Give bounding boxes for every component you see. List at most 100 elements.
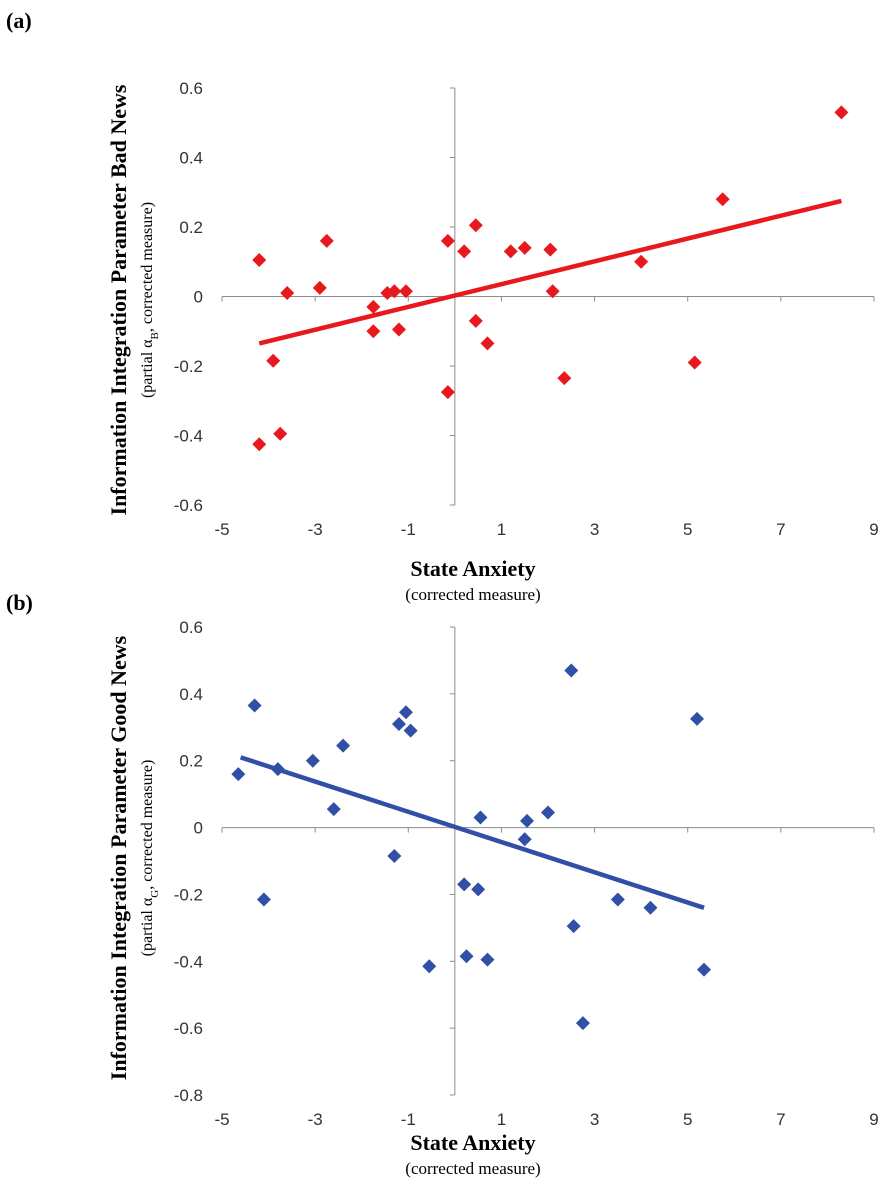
y-axis-subtitle-a-suffix: , corrected measure) <box>139 202 156 332</box>
data-point-b <box>471 882 486 897</box>
data-point-b <box>697 962 712 977</box>
data-point-a <box>545 284 560 299</box>
y-tick-label-b: 0.4 <box>179 685 203 704</box>
x-axis-title-a: State Anxiety <box>410 556 535 581</box>
data-point-b <box>517 832 532 847</box>
y-tick-label-b: 0.2 <box>179 752 203 771</box>
y-tick-label-b: 0 <box>194 819 203 838</box>
data-point-b <box>403 723 418 738</box>
data-point-b <box>520 813 535 828</box>
data-point-a <box>398 284 413 299</box>
trendline-a-group <box>258 198 842 346</box>
data-point-b <box>387 848 402 863</box>
data-point-b <box>336 738 351 753</box>
x-tick-label-a: 1 <box>497 520 506 539</box>
data-point-b <box>643 900 658 915</box>
x-axis-title-b: State Anxiety <box>410 1130 535 1155</box>
data-point-a <box>468 313 483 328</box>
data-point-a <box>480 336 495 351</box>
x-tick-label-b: 1 <box>497 1110 506 1129</box>
x-tick-label-a: 3 <box>590 520 599 539</box>
data-point-a <box>543 242 558 257</box>
y-tick-label-b: -0.6 <box>174 1019 203 1038</box>
y-axis-subtitle-b-suffix: , corrected measure) <box>139 760 156 890</box>
data-point-a <box>834 105 849 120</box>
data-point-a <box>266 353 281 368</box>
data-point-b <box>391 716 406 731</box>
data-point-b <box>398 705 413 720</box>
data-point-a <box>440 385 455 400</box>
x-tick-label-b: -1 <box>401 1110 416 1129</box>
trendline-b <box>239 755 705 910</box>
data-point-a <box>387 284 402 299</box>
data-point-b <box>270 762 285 777</box>
x-tick-label-b: 7 <box>776 1110 785 1129</box>
data-point-b <box>422 959 437 974</box>
data-point-a <box>366 299 381 314</box>
tick-labels-b: -0.8 -0.6 -0.4 -0.2 0 0.2 0.4 0.6 -5 -3 -1 1 3 5 7 9 <box>174 618 879 1129</box>
y-tick-label-a: 0 <box>194 288 203 307</box>
data-point-a <box>457 244 472 259</box>
axes-a <box>221 87 875 506</box>
x-axis-subtitle-b: (corrected measure) <box>405 1159 540 1178</box>
data-point-a <box>517 240 532 255</box>
data-point-b <box>256 892 271 907</box>
y-axis-subtitle-b-prefix: (partial α <box>139 897 156 956</box>
data-point-a <box>366 324 381 339</box>
x-tick-label-a: -1 <box>401 520 416 539</box>
data-point-a <box>252 437 267 452</box>
data-point-a <box>319 233 334 248</box>
trendline-b-group <box>239 755 705 910</box>
data-point-a <box>687 355 702 370</box>
data-point-b <box>231 767 246 782</box>
panel-label-a: (a) <box>6 8 32 33</box>
data-point-b <box>610 892 625 907</box>
data-point-a <box>503 244 518 259</box>
data-point-a <box>440 233 455 248</box>
data-point-b <box>473 810 488 825</box>
y-tick-label-a: 0.2 <box>179 218 203 237</box>
y-tick-label-b: -0.8 <box>174 1086 203 1105</box>
data-point-b <box>326 802 341 817</box>
data-point-b <box>541 805 555 820</box>
y-axis-subtitle-a: (partial αB, corrected measure) <box>139 202 161 398</box>
data-point-a <box>468 218 483 233</box>
axes-b <box>221 626 875 1096</box>
y-axis-title-b: Information Integration Parameter Good N… <box>106 635 131 1080</box>
panel-a: (a) -0.6 -0.4 -0.2 0 0.2 0.4 0.6 -5 -3 -1 1 3 5 7 9 St… <box>6 8 879 604</box>
data-point-a <box>557 371 572 386</box>
x-tick-label-a: 7 <box>776 520 785 539</box>
trendline-a <box>258 198 842 346</box>
data-point-a <box>273 426 288 441</box>
x-tick-label-a: -5 <box>214 520 229 539</box>
data-point-b <box>566 919 581 934</box>
y-axis-subtitle-a-prefix: (partial α <box>139 339 156 398</box>
x-tick-label-b: -5 <box>214 1110 229 1129</box>
data-point-b <box>457 877 472 892</box>
x-axis-subtitle-a: (corrected measure) <box>405 585 540 604</box>
data-point-b <box>459 949 474 964</box>
y-tick-label-b: -0.2 <box>174 885 203 904</box>
y-tick-label-b: -0.4 <box>174 952 203 971</box>
y-tick-label-a: -0.6 <box>174 496 203 515</box>
x-tick-label-b: 3 <box>590 1110 599 1129</box>
data-point-b <box>564 663 579 678</box>
y-axis-subtitle-b: (partial αG, corrected measure) <box>139 760 161 957</box>
x-tick-label-b: 5 <box>683 1110 692 1129</box>
data-point-a <box>634 254 649 269</box>
data-point-a <box>280 286 295 301</box>
x-tick-label-b: 9 <box>869 1110 878 1129</box>
y-tick-label-a: -0.4 <box>174 427 203 446</box>
points-a <box>252 105 849 452</box>
x-tick-label-a: 9 <box>869 520 878 539</box>
y-tick-label-a: 0.6 <box>179 79 203 98</box>
data-point-b <box>305 753 320 768</box>
data-point-b <box>247 698 262 713</box>
y-tick-label-a: -0.2 <box>174 357 203 376</box>
data-point-a <box>715 192 730 207</box>
data-point-a <box>312 280 327 295</box>
panel-b: (b) -0.8 -0.6 -0.4 -0.2 0 0.2 0.4 0.6 -5 -3 -1 1 3 5 7… <box>6 590 879 1178</box>
y-axis-title-a: Information Integration Parameter Bad Ne… <box>106 84 131 515</box>
x-tick-label-b: -3 <box>308 1110 323 1129</box>
